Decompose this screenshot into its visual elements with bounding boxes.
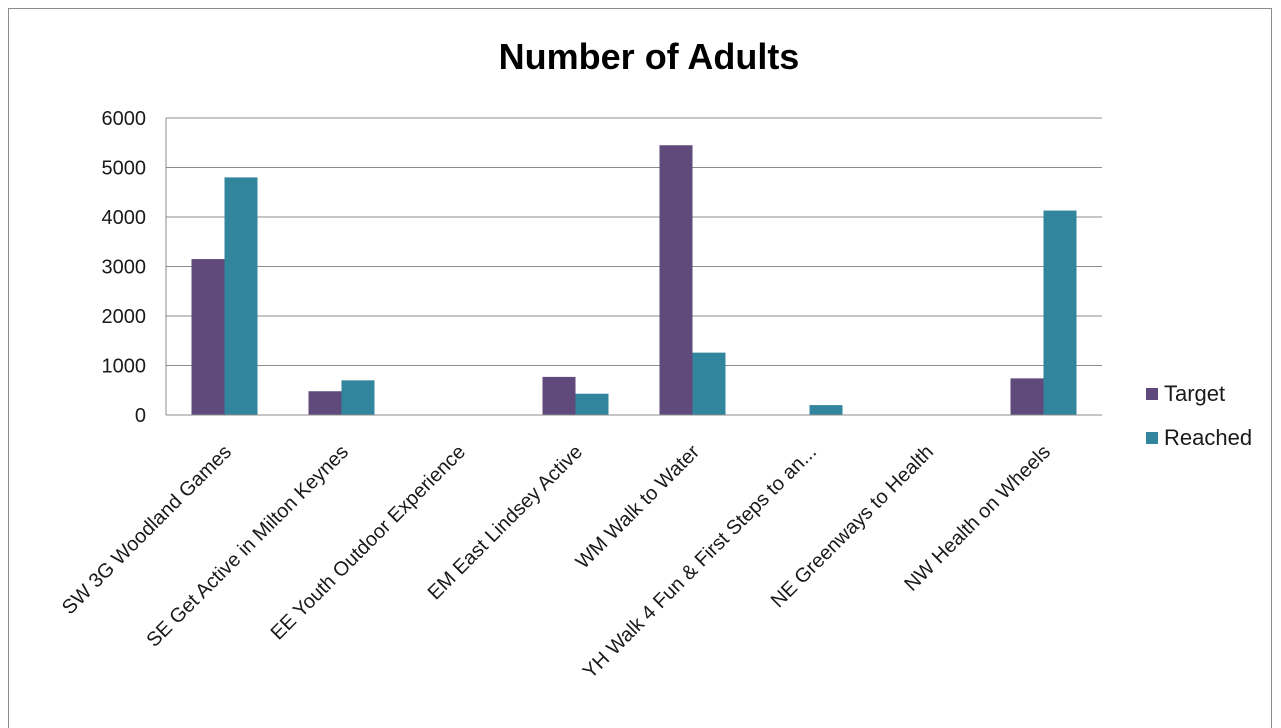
- y-tick-label: 3000: [102, 257, 147, 279]
- bar-target: [191, 259, 225, 415]
- y-tick-label: 2000: [102, 306, 147, 328]
- chart-legend: Target Reached: [1146, 372, 1252, 460]
- y-tick-label: 6000: [102, 108, 147, 130]
- bar-target: [659, 145, 693, 415]
- legend-swatch-reached: [1146, 432, 1158, 444]
- legend-label-reached: Reached: [1164, 425, 1253, 450]
- y-tick-label: 0: [135, 405, 146, 427]
- x-tick-label: YH Walk 4 Fun & First Steps to an...: [579, 441, 821, 683]
- legend-item-reached: Reached: [1146, 416, 1252, 460]
- legend-item-target: Target: [1146, 372, 1252, 416]
- bar-reached: [224, 177, 258, 415]
- bar-target: [542, 376, 576, 415]
- y-tick-label: 4000: [102, 207, 147, 229]
- x-tick-label: WM Walk to Water: [572, 441, 705, 574]
- bar-target: [1010, 378, 1044, 415]
- legend-label-target: Target: [1164, 381, 1226, 406]
- bar-reached: [341, 380, 375, 415]
- bar-reached: [809, 405, 843, 415]
- y-tick-label: 1000: [102, 356, 147, 378]
- x-tick-label: EE Youth Outdoor Experience: [267, 441, 470, 644]
- bar-reached: [1043, 210, 1077, 415]
- y-tick-label: 5000: [102, 158, 147, 180]
- legend-swatch-target: [1146, 388, 1158, 400]
- x-tick-label: SE Get Active in Milton Keynes: [143, 441, 353, 651]
- bar-reached: [575, 393, 609, 415]
- bar-reached: [692, 352, 726, 415]
- chart-title: Number of Adults: [498, 36, 800, 77]
- bar-target: [308, 391, 342, 415]
